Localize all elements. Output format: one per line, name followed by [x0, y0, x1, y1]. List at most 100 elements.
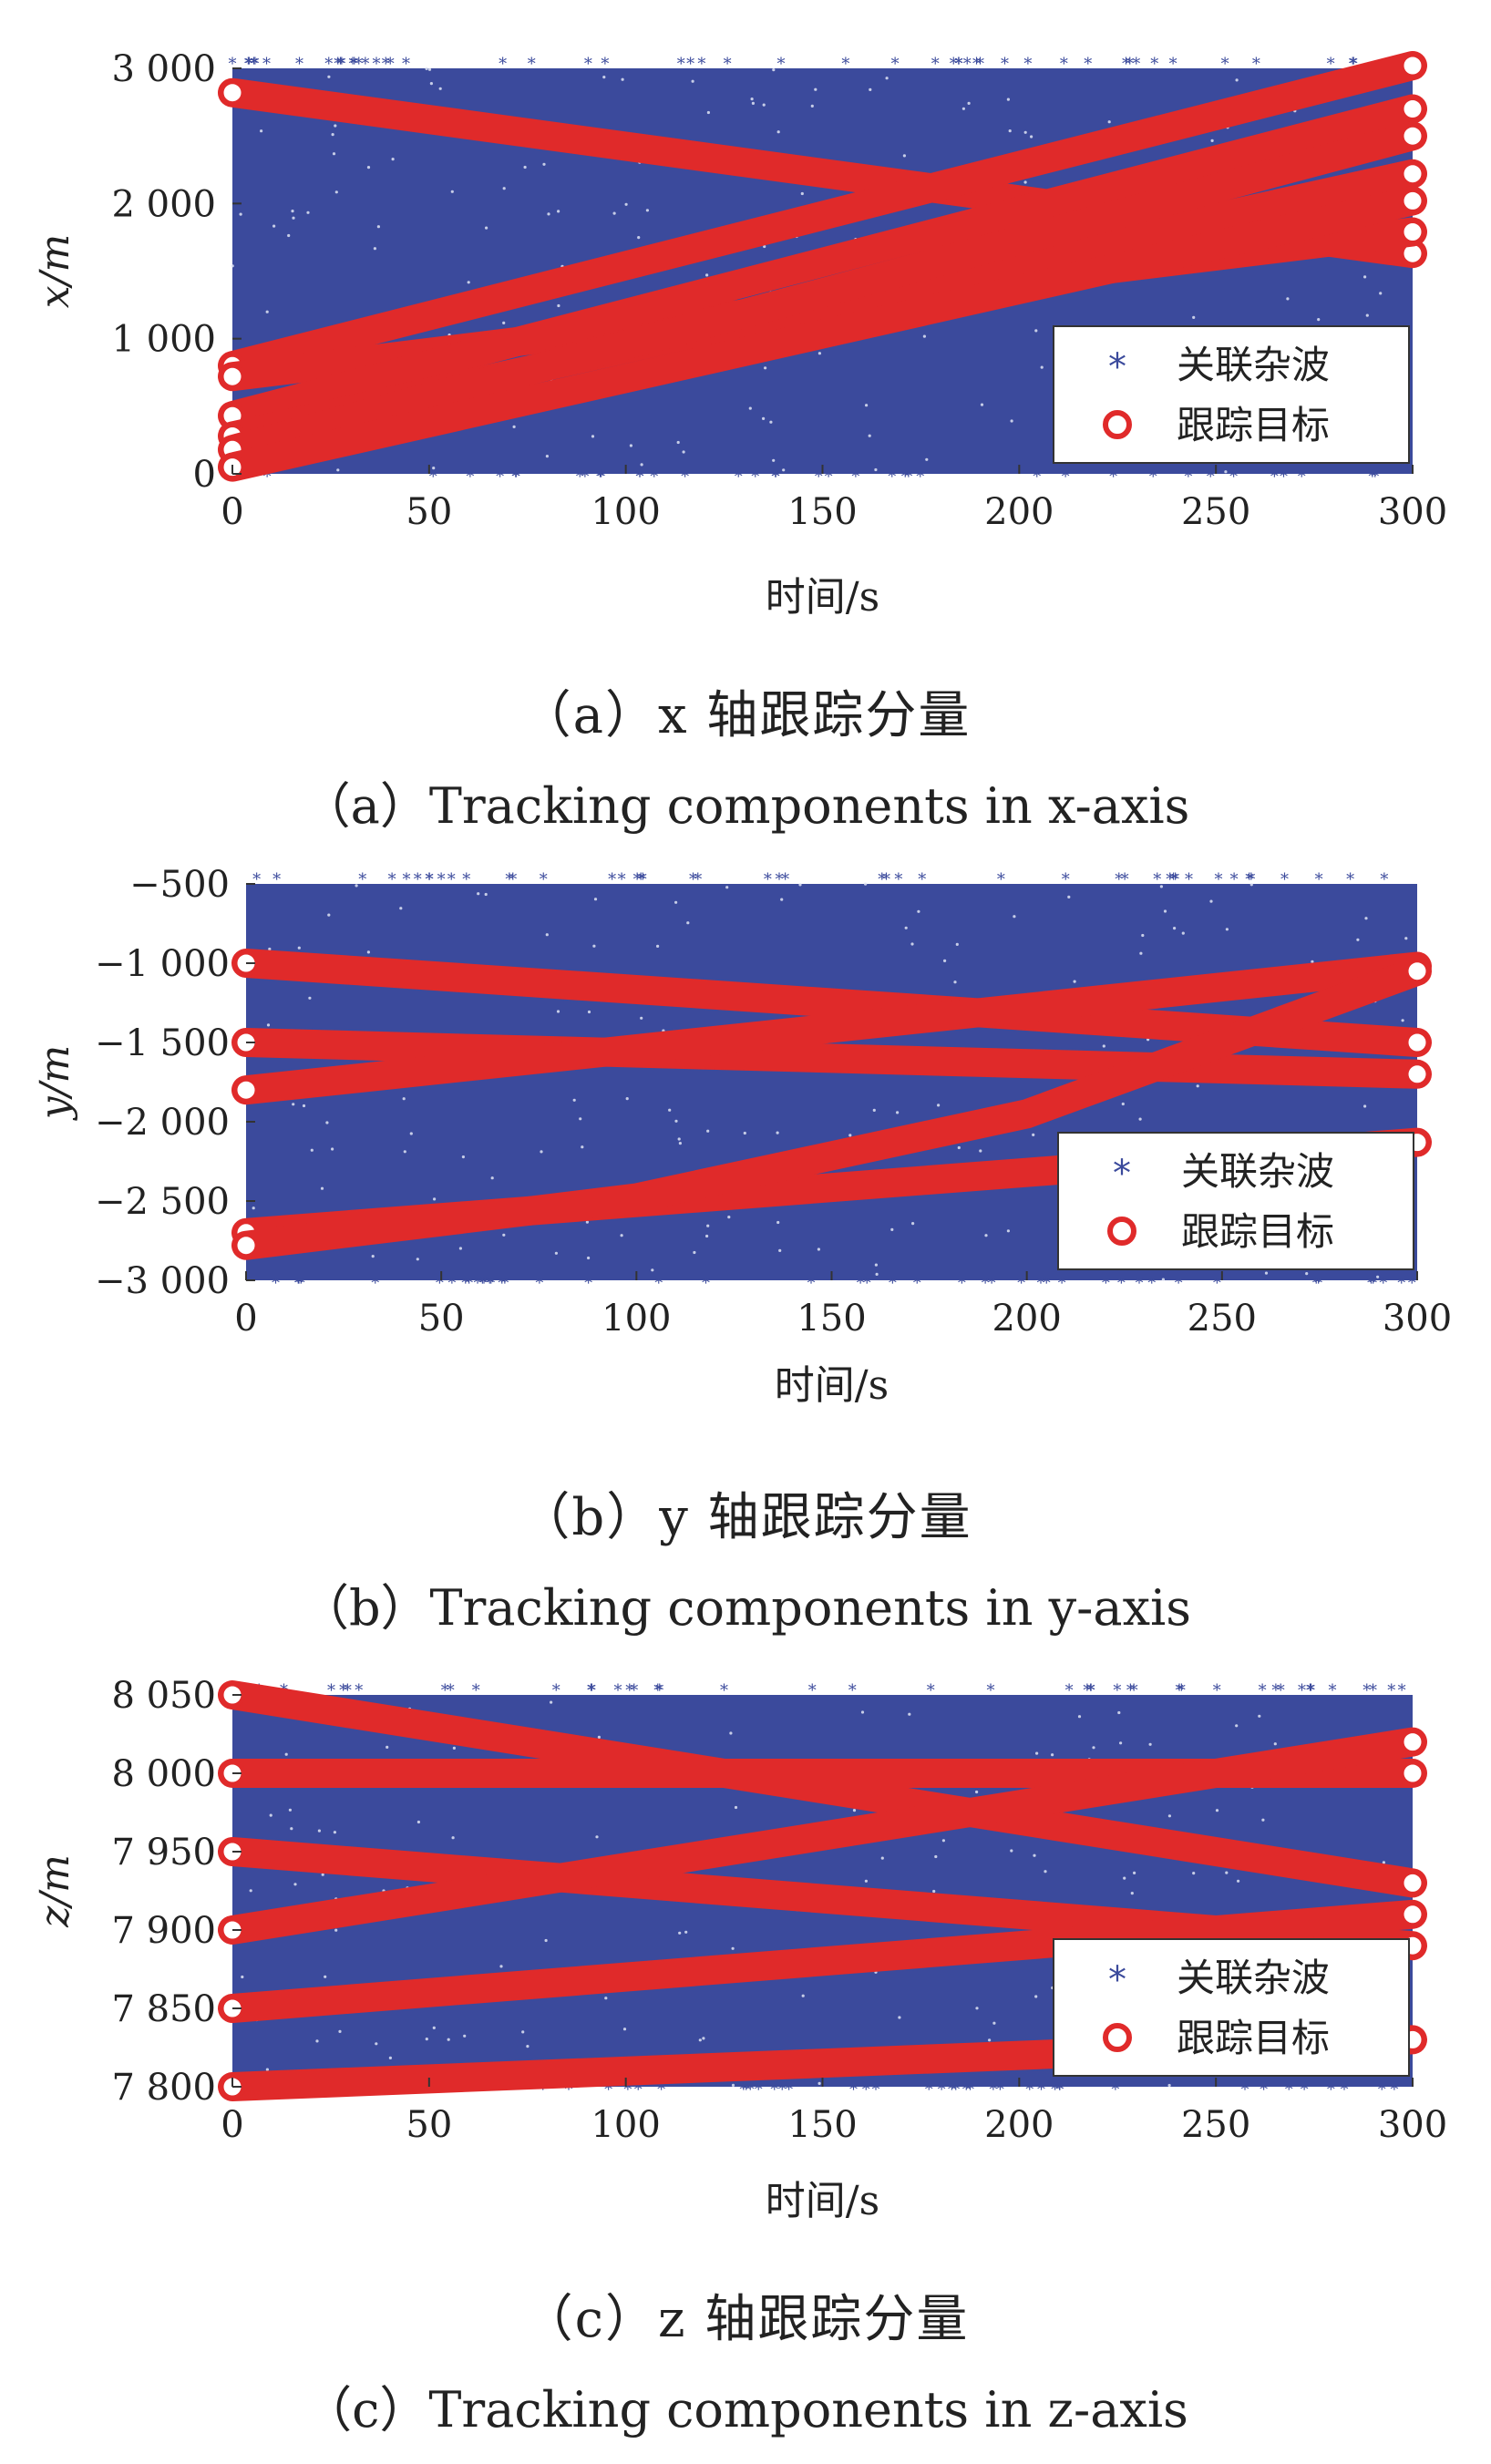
clutter-point: * — [496, 467, 504, 487]
clutter-point — [1159, 885, 1163, 888]
clutter-point — [988, 2038, 992, 2042]
clutter-point — [1121, 1102, 1125, 1106]
x-tick-label: 300 — [1383, 1298, 1452, 1340]
x-tick-label: 200 — [984, 491, 1054, 533]
clutter-point: * — [772, 467, 780, 487]
clutter-point: * — [989, 2080, 997, 2100]
clutter-point — [602, 76, 606, 79]
clutter-point: * — [601, 55, 609, 74]
clutter-point — [693, 1250, 696, 1255]
clutter-point: * — [742, 2080, 750, 2100]
clutter-point — [743, 1131, 746, 1135]
clutter-point: * — [1051, 2080, 1059, 2100]
clutter-point — [402, 1097, 406, 1101]
clutter-point — [734, 1805, 738, 1810]
clutter-point: * — [272, 1274, 280, 1293]
clutter-point: * — [771, 467, 779, 487]
clutter-point: * — [1086, 1681, 1095, 1700]
clutter-point — [310, 1148, 314, 1152]
clutter-point — [898, 2016, 901, 2019]
y-tick-label: 8 000 — [111, 1753, 216, 1795]
clutter-point — [751, 101, 756, 105]
clutter-point — [526, 2045, 530, 2048]
clutter-point: * — [1153, 870, 1161, 889]
clutter-point — [1167, 2083, 1171, 2088]
caption-en-a: （a）Tracking components in x-axis — [301, 777, 1190, 835]
target-track-end-marker — [1399, 187, 1426, 214]
clutter-point: * — [1058, 1274, 1066, 1293]
clutter-point — [776, 1220, 780, 1225]
clutter-point — [1006, 1229, 1010, 1233]
clutter-point: * — [1086, 1681, 1095, 1700]
legend-box — [1057, 1132, 1414, 1270]
clutter-point — [702, 2037, 705, 2040]
x-tick-label: 100 — [591, 2104, 660, 2146]
clutter-point — [678, 1142, 683, 1145]
axes: 0 50 100 150 200 250 300 0 1 000 2 000 3 000 时间/s x/… — [32, 48, 1447, 621]
clutter-point — [557, 210, 560, 213]
clutter-point — [1286, 297, 1290, 301]
clutter-point — [416, 1820, 420, 1824]
clutter-point — [902, 154, 907, 158]
clutter-point — [403, 1150, 406, 1154]
clutter-point: * — [702, 1274, 710, 1293]
clutter-point: * — [677, 55, 685, 74]
clutter-point: * — [1367, 1274, 1375, 1293]
clutter-point — [731, 2083, 735, 2087]
clutter-point — [450, 190, 454, 193]
legend-clutter-marker: * — [1108, 346, 1126, 388]
clutter-point — [706, 1129, 710, 1133]
clutter-point: * — [1312, 1274, 1321, 1293]
clutter-point: * — [344, 1681, 352, 1700]
clutter-point — [1092, 1746, 1095, 1750]
clutter-point: * — [976, 55, 984, 74]
clutter-point: * — [478, 1274, 487, 1293]
target-track-line — [231, 951, 1432, 1105]
clutter-point — [1008, 129, 1012, 133]
clutter-point: * — [295, 55, 303, 74]
target-track-start-marker — [219, 79, 246, 107]
clutter-point — [934, 1854, 938, 1859]
clutter-point: * — [334, 55, 342, 74]
clutter-point — [241, 1975, 244, 1979]
clutter-point: * — [1221, 55, 1229, 74]
clutter-point — [416, 1258, 419, 1261]
clutter-point — [1006, 98, 1010, 101]
clutter-point — [706, 110, 711, 115]
clutter-point — [386, 1745, 389, 1749]
clutter-point — [485, 226, 488, 230]
clutter-point — [231, 264, 234, 268]
clutter-point: * — [1121, 870, 1129, 889]
clutter-point — [674, 900, 678, 904]
clutter-point — [975, 1790, 979, 1794]
y-axis-title: z/m — [32, 1854, 78, 1928]
clutter-point: * — [1113, 1681, 1121, 1700]
clutter-point — [308, 996, 312, 1000]
clutter-point: * — [918, 870, 926, 889]
clutter-point — [1264, 1271, 1269, 1275]
x-tick-label: 300 — [1378, 491, 1447, 533]
clutter-point: * — [1169, 870, 1177, 889]
y-tick-label: 0 — [193, 454, 216, 496]
legend-box — [1053, 325, 1410, 464]
clutter-point — [1382, 1861, 1385, 1864]
x-axis-title: 时间/s — [775, 1362, 889, 1409]
clutter-point — [523, 165, 527, 169]
legend-target-marker — [1103, 410, 1132, 439]
caption-en-c: （c）Tracking components in z-axis — [303, 2381, 1188, 2438]
clutter-point: * — [1109, 467, 1117, 487]
clutter-point — [750, 98, 754, 101]
clutter-point: * — [1083, 1681, 1091, 1700]
clutter-point — [595, 1835, 599, 1839]
clutter-point — [674, 1119, 678, 1123]
y-tick-label: 2 000 — [111, 183, 216, 225]
clutter-point: * — [1298, 467, 1306, 487]
clutter-point — [592, 944, 596, 948]
clutter-point — [545, 455, 550, 458]
clutter-point: * — [872, 2080, 880, 2100]
clutter-point: * — [962, 2080, 971, 2100]
clutter-point: * — [972, 55, 981, 74]
clutter-point: * — [1122, 55, 1130, 74]
clutter-point — [266, 1023, 271, 1027]
